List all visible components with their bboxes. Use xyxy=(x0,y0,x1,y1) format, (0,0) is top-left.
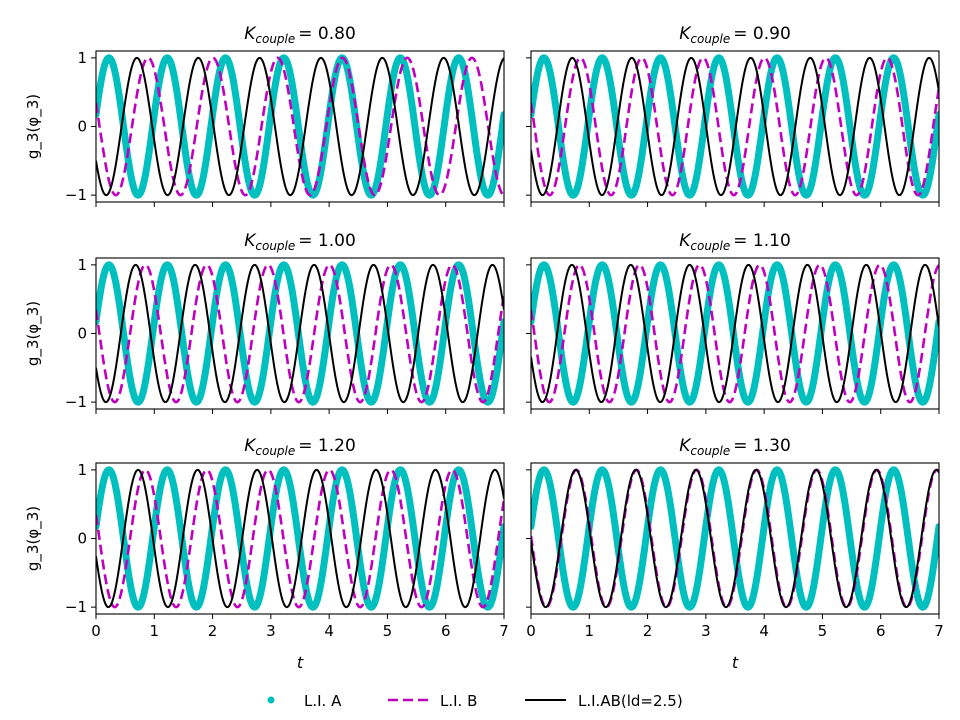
plot-area xyxy=(96,54,504,199)
y-tick-label: −1 xyxy=(65,393,87,411)
y-axis-label: g_3(φ_3) xyxy=(24,94,43,159)
x-tick-label: 5 xyxy=(818,622,828,640)
title-k: K xyxy=(244,24,257,44)
x-tick-label: 0 xyxy=(91,622,101,640)
subplot-3: Kcouple = 1.00 −1 0 1 g_3(φ_3) xyxy=(24,231,505,414)
plot-area xyxy=(96,261,504,406)
x-tick-label: 2 xyxy=(643,622,653,640)
y-tick-label: 0 xyxy=(77,530,87,548)
legend-label-li-ab: L.I.AB(ld=2.5) xyxy=(578,692,683,710)
series-li-ab xyxy=(531,468,939,609)
series-li-a xyxy=(531,261,939,406)
series-li-b xyxy=(531,263,939,404)
x-tick-label: 6 xyxy=(441,622,451,640)
subplot-1: Kcouple = 0.80 −1 0 1 g_3(φ_3) xyxy=(24,24,505,207)
legend-label-li-b: L.I. B xyxy=(440,692,477,710)
y-tick-label: 1 xyxy=(77,461,87,479)
title-subscript: couple xyxy=(690,239,730,253)
series-li-b xyxy=(96,263,504,404)
legend: L.I. A L.I. B L.I.AB(ld=2.5) xyxy=(267,692,683,710)
series-li-b xyxy=(531,56,939,197)
x-tick-label: 4 xyxy=(759,622,769,640)
title-k: K xyxy=(679,231,692,251)
legend-marker-li-a xyxy=(267,696,275,704)
plot-area xyxy=(531,466,939,611)
x-tick-label: 3 xyxy=(701,622,711,640)
y-tick-label: 1 xyxy=(77,256,87,274)
series-li-ab xyxy=(531,263,939,404)
plot-area xyxy=(531,54,939,199)
title-k: K xyxy=(679,24,692,44)
title-value: = 0.90 xyxy=(733,24,791,44)
x-tick-label: 4 xyxy=(324,622,334,640)
series-li-a xyxy=(531,466,939,611)
title-value: = 1.10 xyxy=(733,231,791,251)
series-li-a xyxy=(96,261,504,406)
title-k: K xyxy=(244,231,257,251)
legend-label-li-a: L.I. A xyxy=(304,692,342,710)
series-li-ab xyxy=(96,468,504,609)
panel-title: Kcouple = 0.80 xyxy=(244,24,356,46)
y-tick-label: −1 xyxy=(65,598,87,616)
x-tick-label: 1 xyxy=(150,622,160,640)
subplot-4: Kcouple = 1.10 xyxy=(526,231,940,414)
plot-area xyxy=(96,466,504,611)
y-tick-label: −1 xyxy=(65,186,87,204)
title-value: = 0.80 xyxy=(298,24,356,44)
title-value: = 1.30 xyxy=(733,436,791,456)
y-axis-label: g_3(φ_3) xyxy=(24,301,43,366)
y-tick-label: 0 xyxy=(77,325,87,343)
title-subscript: couple xyxy=(690,444,730,458)
series-li-b xyxy=(96,468,504,609)
title-value: = 1.00 xyxy=(298,231,356,251)
panel-title: Kcouple = 1.10 xyxy=(679,231,791,253)
y-tick-label: 0 xyxy=(77,118,87,136)
subplot-2: Kcouple = 0.90 xyxy=(526,24,940,207)
x-tick-label: 2 xyxy=(208,622,218,640)
title-subscript: couple xyxy=(690,32,730,46)
series-li-ab xyxy=(531,56,939,197)
series-li-ab xyxy=(96,263,504,404)
panel-title: Kcouple = 1.30 xyxy=(679,436,791,458)
x-tick-label: 1 xyxy=(585,622,595,640)
title-k: K xyxy=(679,436,692,456)
y-axis-label: g_3(φ_3) xyxy=(24,506,43,571)
panel-title: Kcouple = 0.90 xyxy=(679,24,791,46)
title-subscript: couple xyxy=(255,32,295,46)
panel-title: Kcouple = 1.00 xyxy=(244,231,356,253)
series-li-ab xyxy=(96,56,504,197)
panel-title: Kcouple = 1.20 xyxy=(244,436,356,458)
x-axis-label: t xyxy=(732,653,739,672)
x-tick-label: 3 xyxy=(266,622,276,640)
y-tick-label: 1 xyxy=(77,49,87,67)
title-subscript: couple xyxy=(255,444,295,458)
x-tick-label: 5 xyxy=(383,622,393,640)
x-tick-label: 7 xyxy=(499,622,509,640)
title-k: K xyxy=(244,436,257,456)
series-li-a xyxy=(96,54,504,199)
title-value: = 1.20 xyxy=(298,436,356,456)
title-subscript: couple xyxy=(255,239,295,253)
plot-area xyxy=(531,261,939,406)
x-tick-label: 7 xyxy=(934,622,944,640)
subplot-6: Kcouple = 1.30 0 1 2 3 4 5 6 7 t xyxy=(526,436,944,672)
x-tick-label: 6 xyxy=(876,622,886,640)
x-axis-label: t xyxy=(297,653,304,672)
x-tick-label: 0 xyxy=(526,622,536,640)
